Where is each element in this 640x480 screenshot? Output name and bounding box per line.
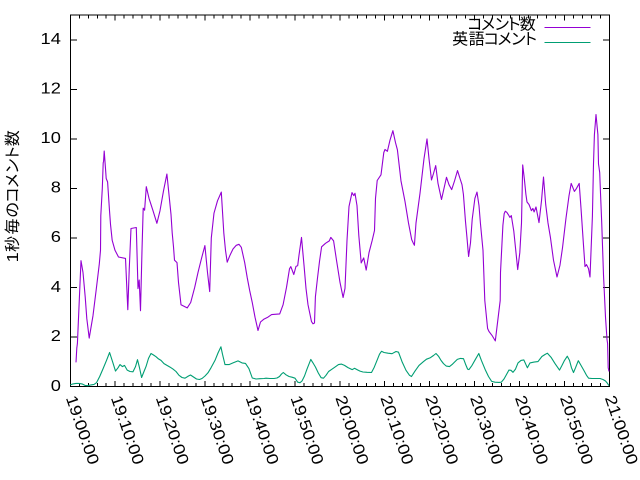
svg-text:0: 0 <box>51 376 61 395</box>
svg-text:1: 1 <box>3 252 22 262</box>
svg-text:10: 10 <box>41 128 61 147</box>
svg-text:2: 2 <box>51 326 61 345</box>
svg-text:14: 14 <box>41 29 62 48</box>
svg-text:12: 12 <box>41 79 61 98</box>
svg-text:4: 4 <box>51 277 62 296</box>
svg-text:8: 8 <box>51 178 61 197</box>
svg-text:6: 6 <box>51 227 61 246</box>
